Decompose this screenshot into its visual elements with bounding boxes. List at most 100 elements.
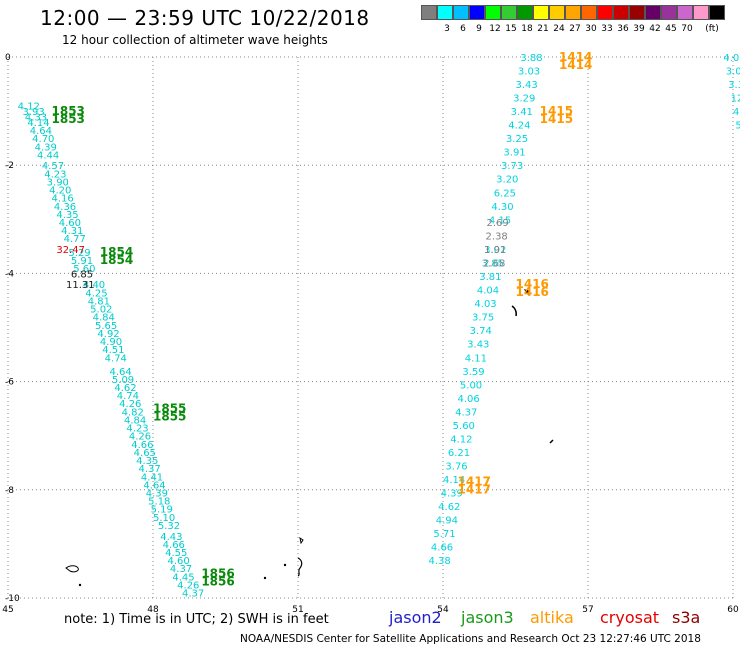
colorbar-swatch [613,5,629,20]
data-label: 4.14 [443,475,465,486]
x-tick-label: 54 [437,605,449,615]
data-label: 4.51 [102,345,124,356]
data-label: 4.37 [455,407,477,418]
data-label: 4.33 [25,113,47,124]
data-label: 4.84 [93,313,115,324]
colorbar-label: 45 [665,24,677,34]
colorbar-label: 12 [489,24,501,34]
data-label: 4.37 [182,589,204,600]
data-label: 5.18 [148,497,170,508]
colorbar-label: 24 [553,24,565,34]
data-label: 3.91 [503,148,525,159]
colorbar-label: 15 [505,24,517,34]
data-label: 4.35 [56,210,78,221]
data-label: 4.38 [429,556,451,567]
time-label: 1416 [516,277,549,291]
colorbar-swatch [517,5,533,20]
x-tick-label: 57 [582,605,593,615]
data-label: 2.68 [483,259,505,270]
data-label: 2.69 [487,218,509,229]
data-label: 4.36 [54,202,76,213]
land-outline [549,439,554,444]
data-label: 3.81 [479,272,501,283]
data-label: 4.11 [465,353,487,364]
data-label: 4.64 [30,126,52,137]
data-label: 4.82 [122,407,144,418]
data-label: 6.85 [71,269,93,280]
data-label: 11.31 [66,280,95,291]
colorbar-label: 21 [537,24,549,34]
data-label: 3.59 [462,367,484,378]
colorbar-swatch [661,5,677,20]
legend-jason2: jason2 [389,608,442,627]
time-label: 1855 [153,410,186,424]
data-label: 4.60 [59,218,81,229]
data-label: 1.91 [484,245,506,256]
data-label: 4.12 [18,102,40,113]
data-label: 5.60 [453,421,475,432]
land-outline [511,305,517,317]
data-label: 5.29 [68,248,90,259]
y-tick-label: -4 [5,269,14,279]
colorbar-swatch [645,5,661,20]
colorbar-swatch [453,5,469,20]
colorbar-swatch [485,5,501,20]
data-label: 4.31 [61,226,83,237]
x-tick-label: 60 [727,605,739,615]
data-label: 3.43 [516,80,538,91]
data-label: 3.73 [501,161,523,172]
footer-note: note: 1) Time is in UTC; 2) SWH is in fe… [64,612,329,627]
colorbar-label: 30 [585,24,597,34]
colorbar-swatch [501,5,517,20]
x-tick-label: 51 [292,605,303,615]
data-label: 4.66 [163,540,185,551]
time-label: 1853 [52,104,85,118]
colorbar-swatch [565,5,581,20]
data-label: 3.76 [445,461,467,472]
chart-title: 12:00 — 23:59 UTC 10/22/2018 [40,6,370,30]
data-label: 5.19 [151,505,173,516]
data-label: 5.71 [433,529,455,540]
data-label: 4.39 [35,142,57,153]
data-label: 4.77 [64,234,86,245]
data-label: 4.25 [85,288,107,299]
colorbar-unit: (ft) [705,24,719,34]
data-label: 4.23 [126,424,148,435]
y-tick-label: 0 [5,53,11,63]
data-label: 3.25 [506,134,528,145]
data-label: 4.20 [49,186,71,197]
data-label: 4.81 [88,296,110,307]
data-label: 12.0 [731,94,740,105]
data-label: 5.10 [153,513,175,524]
data-label: 4.94 [436,516,458,527]
y-tick-label: -2 [5,161,14,171]
data-label: 5.60 [73,264,95,275]
colorbar-swatch [469,5,485,20]
data-label: 4.37 [139,464,161,475]
data-label: 3.3 [728,80,740,91]
colorbar-label: 70 [681,24,693,34]
data-label: 4.66 [431,543,453,554]
data-label: 6.25 [494,188,516,199]
data-label: 4.26 [119,399,141,410]
colorbar-label: 42 [649,24,661,34]
data-label: 4.90 [100,337,122,348]
data-label: 4.15 [489,215,511,226]
data-label: 3.20 [496,175,518,186]
data-label: 4.12 [450,434,472,445]
data-label: 3.43 [467,340,489,351]
data-label: 4.62 [114,383,136,394]
time-label: 1855 [153,402,186,416]
colorbar-swatch [597,5,613,20]
data-label: 4.26 [177,580,199,591]
data-label: 3.93 [23,107,45,118]
colorbar-swatch [533,5,549,20]
x-tick-label: 48 [147,605,159,615]
time-label: 1856 [201,575,234,589]
data-label: 4.62 [438,502,460,513]
data-label: 4.08 [723,53,740,64]
time-label: 1414 [559,50,592,64]
data-label: 4.23 [44,169,66,180]
data-label: 5.65 [95,321,117,332]
time-label: 1416 [516,285,549,299]
